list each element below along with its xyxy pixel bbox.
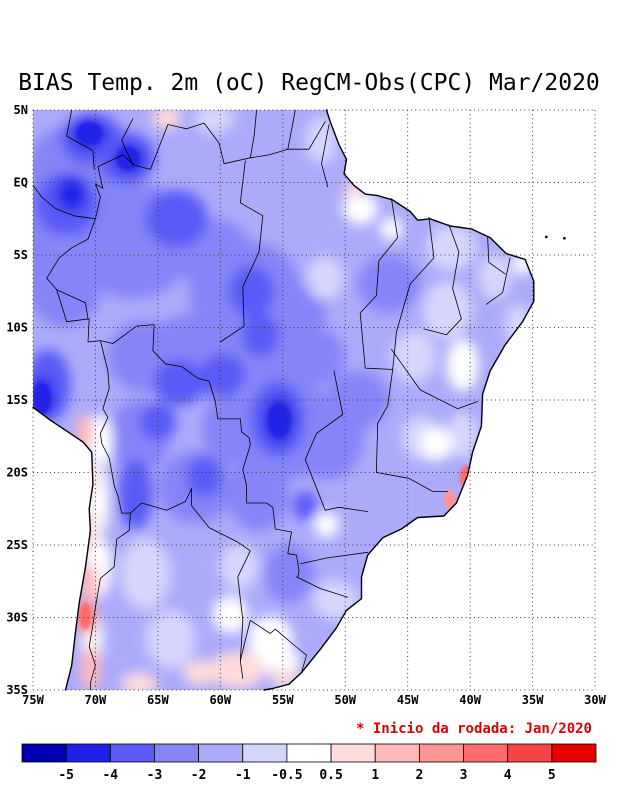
lat-tick-label: 5N [14,103,28,117]
map-plot-area: 5N EQ 5S 10S 15S 20S 25S 30S 35S 75W 70W 65W 60W 55W… [6,103,606,707]
longitude-axis: 75W 70W 65W 60W 55W 50W 45W 40W 35W 30W [22,693,606,707]
colorbar-cell [109,743,155,763]
lon-tick-label: 35W [522,693,544,707]
lon-tick-label: 65W [147,693,169,707]
colorbar-cell [330,743,376,763]
chart-title: BIAS Temp. 2m (oC) RegCM-Obs(CPC) Mar/20… [18,70,600,96]
colorbar-cell [21,743,67,763]
coastline [32,109,535,691]
run-start-annotation: * Inicio da rodada: Jan/2020 [356,721,592,737]
lat-tick-label: 10S [6,321,28,335]
island-dots [545,235,566,240]
colorbar-cell [65,743,111,763]
colorbar-boundary-label: -0.5 [271,768,302,783]
colorbar-cell [242,743,288,763]
colorbar-boundary-label: -5 [58,768,74,783]
colorbar-cell [463,743,509,763]
lat-tick-label: EQ [14,176,28,190]
colorbar-boundary-label: -1 [235,768,251,783]
colorbar-cell [374,743,420,763]
lon-tick-label: 30W [584,693,606,707]
colorbar-boundary-label: 5 [548,768,556,783]
colorbar-cell [286,743,332,763]
colorbar-labels: -5 -4 -3 -2 -1 -0.5 0.5 1 2 3 4 5 [58,768,555,783]
graticule-grid [32,109,596,691]
colorbar [21,743,597,763]
lon-tick-label: 50W [334,693,356,707]
lat-tick-label: 25S [6,538,28,552]
colorbar-cell [154,743,200,763]
lon-tick-label: 45W [397,693,419,707]
lat-tick-label: 30S [6,611,28,625]
country-state-borders [32,109,511,691]
colorbar-boundary-label: 2 [415,768,423,783]
colorbar-cell [198,743,244,763]
colorbar-boundary-label: 3 [460,768,468,783]
lon-tick-label: 55W [272,693,294,707]
lat-tick-label: 5S [14,248,28,262]
colorbar-boundary-label: -4 [102,768,118,783]
colorbar-boundary-label: -3 [147,768,163,783]
lat-tick-label: 15S [6,393,28,407]
colorbar-boundary-label: 4 [504,768,512,783]
colorbar-boundary-label: 1 [371,768,379,783]
lon-tick-label: 40W [459,693,481,707]
lon-tick-label: 70W [85,693,107,707]
lon-tick-label: 60W [209,693,231,707]
colorbar-cell [418,743,464,763]
lat-tick-label: 20S [6,466,28,480]
colorbar-boundary-label: -2 [191,768,207,783]
lat-tick-label: 35S [6,683,28,697]
colorbar-boundary-label: 0.5 [319,768,342,783]
colorbar-cell [507,743,553,763]
lon-tick-label: 75W [22,693,44,707]
latitude-axis: 5N EQ 5S 10S 15S 20S 25S 30S 35S [6,103,28,697]
colorbar-cell [551,743,597,763]
